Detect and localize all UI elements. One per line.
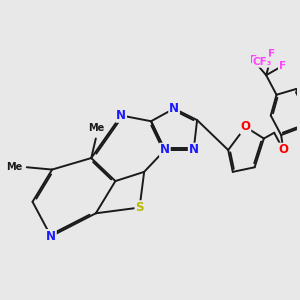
Text: N: N (116, 109, 126, 122)
Text: O: O (278, 143, 288, 157)
Text: O: O (240, 121, 250, 134)
Text: Me: Me (88, 123, 104, 133)
Text: F: F (250, 55, 257, 65)
Text: F: F (268, 50, 275, 59)
Text: CF₃: CF₃ (253, 57, 272, 67)
Text: F: F (279, 61, 286, 71)
Text: N: N (169, 102, 179, 115)
Text: Me: Me (6, 162, 22, 172)
Text: N: N (46, 230, 56, 243)
Text: N: N (160, 143, 170, 157)
Text: N: N (189, 143, 199, 157)
Text: S: S (135, 201, 144, 214)
